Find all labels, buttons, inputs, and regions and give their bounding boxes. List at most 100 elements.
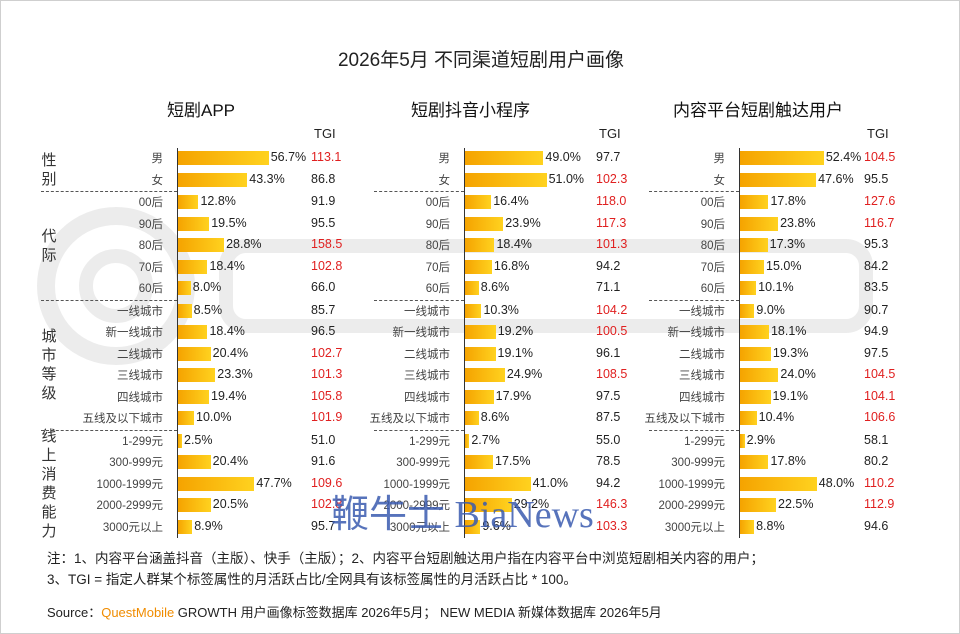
value-label: 16.8% bbox=[493, 258, 530, 273]
bar bbox=[740, 368, 779, 382]
category-label: 00后 bbox=[425, 197, 450, 209]
note-line-2: 3、TGI = 指定人群某个标签属性的月活跃占比/全网具有该标签属性的月活跃占比… bbox=[47, 572, 577, 587]
bar bbox=[178, 325, 208, 339]
category-label: 3000元以上 bbox=[389, 521, 450, 534]
bar bbox=[465, 259, 492, 274]
group-separator bbox=[374, 429, 464, 431]
tgi-value: 94.2 bbox=[596, 258, 621, 273]
category-label: 新一线城市 bbox=[392, 327, 451, 339]
group-separator bbox=[41, 191, 177, 192]
bar bbox=[178, 303, 192, 318]
category-label: 三线城市 bbox=[679, 370, 725, 382]
category-label: 300-999元 bbox=[109, 457, 163, 469]
tgi-value: 146.3 bbox=[596, 497, 628, 511]
tgi-value: 95.5 bbox=[311, 215, 336, 230]
category-label: 二线城市 bbox=[404, 348, 450, 361]
bar bbox=[740, 455, 769, 469]
tgi-value: 117.3 bbox=[596, 215, 627, 230]
bar bbox=[465, 172, 547, 187]
bar bbox=[740, 281, 757, 295]
group-separator bbox=[649, 299, 739, 301]
bar bbox=[740, 433, 745, 448]
bar bbox=[740, 411, 757, 425]
bar bbox=[740, 346, 771, 361]
value-label: 47.6% bbox=[818, 171, 854, 186]
source-rest: GROWTH 用户画像标签数据库 2026年5月； NEW MEDIA 新媒体数… bbox=[174, 605, 662, 620]
category-label: 1000-1999元 bbox=[383, 478, 451, 491]
category-label: 2000-2999元 bbox=[383, 500, 451, 512]
category-label: 女 bbox=[713, 174, 726, 187]
bar bbox=[740, 151, 824, 165]
category-label: 300-999元 bbox=[396, 457, 450, 469]
group-separator bbox=[41, 429, 177, 431]
tgi-value: 80.2 bbox=[864, 454, 889, 468]
bar bbox=[178, 433, 182, 448]
tgi-value: 113.1 bbox=[311, 150, 342, 164]
value-label: 18.4% bbox=[209, 258, 245, 273]
value-label: 19.1% bbox=[497, 345, 533, 360]
value-label: 47.7% bbox=[256, 475, 292, 490]
category-label: 四线城市 bbox=[679, 391, 725, 404]
value-label: 8.5% bbox=[193, 302, 223, 317]
tgi-value: 104.2 bbox=[596, 302, 628, 317]
bar bbox=[465, 238, 495, 252]
panel-title: 短剧抖音小程序 bbox=[411, 101, 530, 120]
bar bbox=[178, 519, 193, 534]
value-label: 51.0% bbox=[548, 171, 585, 186]
category-label: 60后 bbox=[425, 283, 450, 295]
category-label: 五线及以下城市 bbox=[82, 413, 164, 425]
tgi-value: 87.5 bbox=[596, 410, 621, 424]
category-label: 00后 bbox=[700, 197, 725, 209]
bar bbox=[178, 346, 211, 361]
bar bbox=[465, 281, 479, 295]
tgi-value: 55.0 bbox=[596, 432, 621, 447]
category-label: 60后 bbox=[138, 283, 163, 295]
value-label: 48.0% bbox=[818, 475, 855, 490]
bar bbox=[465, 216, 504, 231]
tgi-value: 90.7 bbox=[864, 302, 889, 317]
category-label: 2000-2999元 bbox=[96, 500, 164, 512]
tgi-value: 108.5 bbox=[596, 367, 628, 381]
tgi-value: 84.2 bbox=[864, 258, 889, 273]
bar bbox=[465, 195, 492, 209]
tgi-value: 71.1 bbox=[596, 280, 621, 294]
bar bbox=[465, 433, 470, 448]
category-label: 男 bbox=[713, 153, 726, 165]
bianews-watermark: 鞭牛士 BiaNews bbox=[331, 494, 594, 536]
category-label: 五线及以下城市 bbox=[644, 413, 726, 425]
category-label: 80后 bbox=[425, 240, 450, 252]
bar bbox=[178, 498, 211, 512]
tgi-value: 85.7 bbox=[311, 302, 336, 317]
category-label: 70后 bbox=[700, 261, 725, 274]
bar bbox=[465, 346, 496, 361]
category-label: 新一线城市 bbox=[667, 327, 726, 339]
category-label: 二线城市 bbox=[679, 348, 725, 361]
tgi-value: 116.7 bbox=[864, 215, 895, 230]
bar bbox=[178, 476, 255, 491]
tgi-value: 109.6 bbox=[311, 475, 343, 490]
category-label: 四线城市 bbox=[404, 391, 450, 404]
value-label: 12.8% bbox=[200, 194, 236, 208]
panel-axis bbox=[739, 148, 740, 538]
group-label: 城市等级 bbox=[41, 328, 57, 402]
category-label: 90后 bbox=[425, 218, 450, 231]
value-label: 17.8% bbox=[770, 454, 806, 468]
tgi-value: 118.0 bbox=[596, 194, 627, 208]
tgi-value: 94.2 bbox=[596, 475, 621, 490]
value-label: 19.5% bbox=[211, 215, 247, 230]
bar bbox=[740, 172, 817, 187]
tgi-value: 97.7 bbox=[596, 150, 621, 164]
value-label: 17.8% bbox=[770, 194, 806, 208]
panel-title: 内容平台短剧触达用户 bbox=[673, 101, 843, 120]
value-label: 23.3% bbox=[217, 367, 253, 381]
value-label: 8.9% bbox=[194, 518, 223, 533]
value-label: 52.4% bbox=[825, 150, 862, 164]
category-label: 60后 bbox=[700, 283, 725, 295]
tgi-value: 104.1 bbox=[864, 388, 896, 403]
category-label: 男 bbox=[151, 153, 164, 165]
category-label: 3000元以上 bbox=[664, 521, 725, 534]
bar bbox=[178, 455, 211, 469]
bar bbox=[465, 411, 479, 425]
chart-title: 2026年5月 不同渠道短剧用户画像 bbox=[337, 50, 625, 71]
